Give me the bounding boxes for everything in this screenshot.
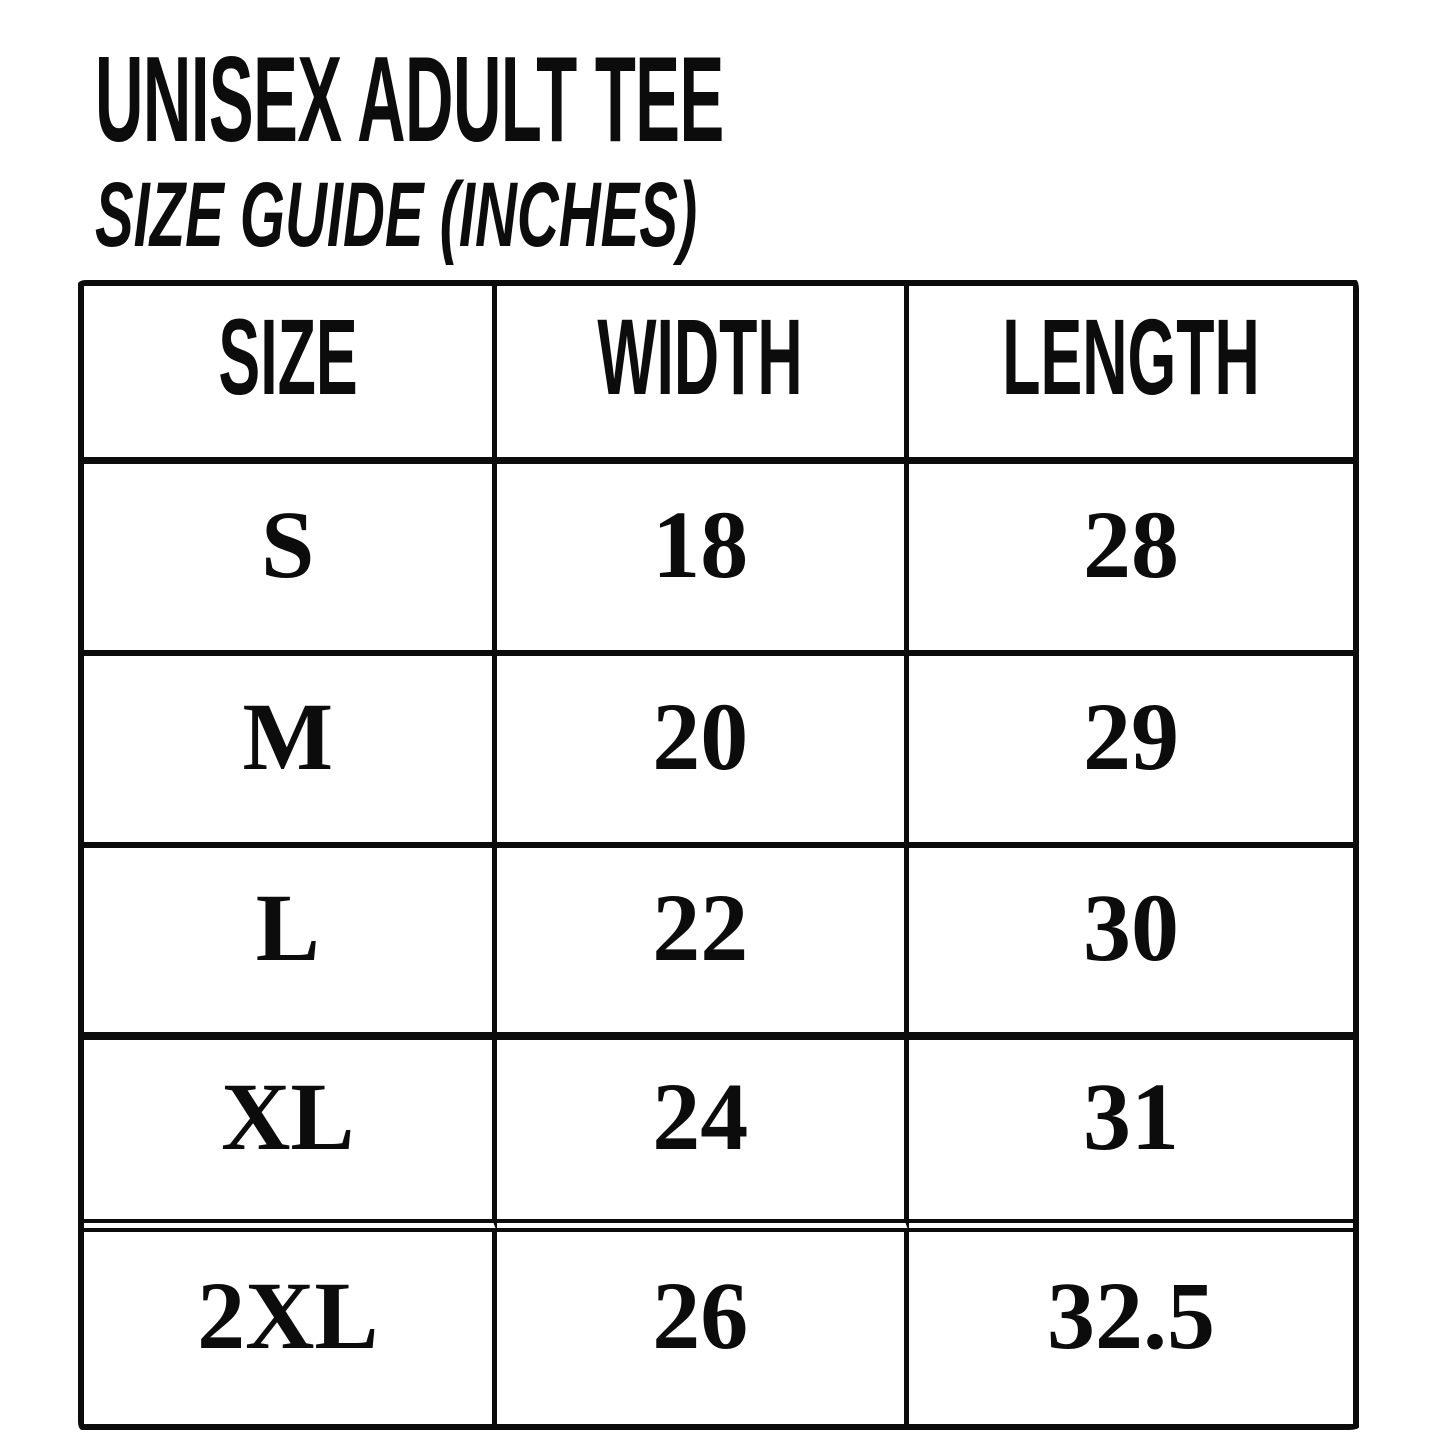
size-cell-m: M [84, 656, 497, 848]
page-subtitle: SIZE GUIDE (INCHES) [95, 163, 1238, 266]
length-cell-s: 28 [909, 464, 1353, 656]
length-cell-xl: 31 [909, 1040, 1353, 1232]
length-cell-m: 29 [909, 656, 1353, 848]
column-header-size: SIZE [84, 286, 497, 464]
length-cell-l: 30 [909, 848, 1353, 1040]
header-block: UNISEX ADULT TEE SIZE GUIDE (INCHES) [95, 31, 1238, 266]
width-cell-xl: 24 [496, 1040, 910, 1232]
page-title-text: UNISEX ADULT TEE [95, 31, 724, 167]
column-header-size-label: SIZE [218, 296, 358, 417]
column-header-length: LENGTH [909, 286, 1353, 464]
size-cell-l: L [84, 848, 497, 1040]
column-header-width: WIDTH [496, 286, 910, 464]
length-cell-2xl: 32.5 [1047, 1261, 1215, 1369]
size-cell-2xl: 2XL [84, 1232, 497, 1424]
page-title: UNISEX ADULT TEE [95, 31, 1238, 167]
column-header-length-label: LENGTH [1002, 296, 1260, 417]
page-subtitle-text: SIZE GUIDE (INCHES) [95, 163, 698, 266]
width-cell-m: 20 [496, 656, 910, 848]
size-cell-s: S [84, 464, 497, 656]
width-cell-s: 18 [496, 464, 910, 656]
width-cell-2xl: 26 [497, 1232, 910, 1424]
size-guide-table: SIZE WIDTH LENGTH S 18 28 M 20 29 L 22 3… [78, 280, 1359, 1430]
column-header-width-label: WIDTH [597, 296, 803, 417]
size-cell-xl: XL [84, 1040, 497, 1232]
width-cell-l: 22 [496, 848, 910, 1040]
